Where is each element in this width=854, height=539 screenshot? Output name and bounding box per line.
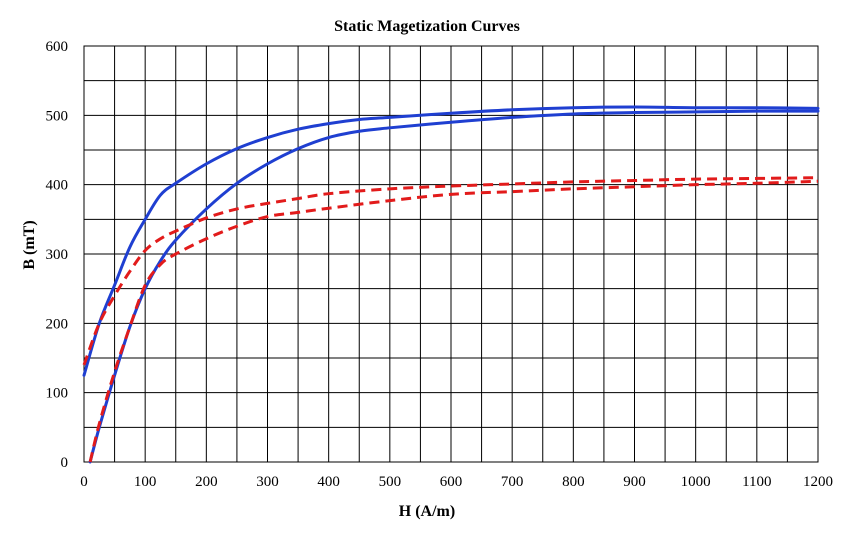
x-tick-label: 200 [195, 474, 218, 490]
x-tick-label: 700 [501, 474, 524, 490]
x-tick-label: 1200 [803, 474, 833, 490]
x-tick-label: 1100 [742, 474, 771, 490]
series-line-3 [82, 176, 819, 366]
x-tick-label: 600 [440, 474, 463, 490]
y-tick-label: 300 [46, 247, 69, 263]
plot-frame [83, 45, 819, 463]
y-tick-label: 600 [46, 39, 69, 55]
y-tick-label: 400 [46, 178, 69, 194]
x-tick-label: 800 [562, 474, 585, 490]
x-tick-label: 300 [256, 474, 279, 490]
chart-title: Static Magetization Curves [334, 18, 520, 35]
x-tick-label: 900 [623, 474, 646, 490]
x-axis-label: H (A/m) [398, 503, 456, 520]
x-tick-label: 500 [379, 474, 402, 490]
x-tick-label: 1000 [681, 474, 711, 490]
series-line-1 [82, 105, 820, 377]
y-tick-label: 200 [46, 316, 69, 332]
x-tick-label: 100 [134, 474, 157, 490]
series-line-4 [88, 179, 819, 463]
series-line-2 [88, 109, 820, 464]
x-tick-label: 0 [80, 474, 88, 490]
x-tick-label: 400 [317, 474, 340, 490]
y-tick-label: 100 [46, 386, 69, 402]
y-tick-label: 500 [46, 108, 69, 124]
y-tick-label: 0 [61, 455, 69, 471]
